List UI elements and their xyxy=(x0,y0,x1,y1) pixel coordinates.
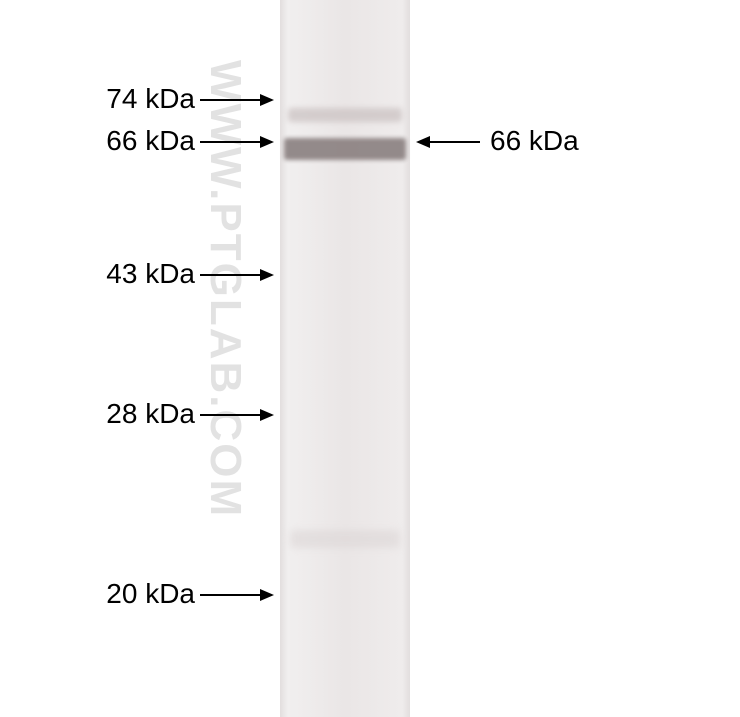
arrow-icon xyxy=(184,133,276,151)
watermark-text: WWW.PTGLAB.COM xyxy=(200,60,250,518)
marker-label: 20 kDa xyxy=(106,578,195,610)
blot-figure: WWW.PTGLAB.COM 74 kDa 66 kDa 43 kDa 28 kDa 2… xyxy=(0,0,740,717)
marker-label: 66 kDa xyxy=(106,125,195,157)
arrow-icon xyxy=(184,266,276,284)
detected-band-label: 66 kDa xyxy=(490,125,579,157)
marker-label: 43 kDa xyxy=(106,258,195,290)
band xyxy=(284,138,406,160)
band xyxy=(288,108,402,122)
band xyxy=(290,530,400,548)
marker-label: 28 kDa xyxy=(106,398,195,430)
arrow-icon xyxy=(184,586,276,604)
marker-label: 74 kDa xyxy=(106,83,195,115)
arrow-icon xyxy=(184,91,276,109)
arrow-icon xyxy=(184,406,276,424)
arrow-icon xyxy=(414,133,496,151)
